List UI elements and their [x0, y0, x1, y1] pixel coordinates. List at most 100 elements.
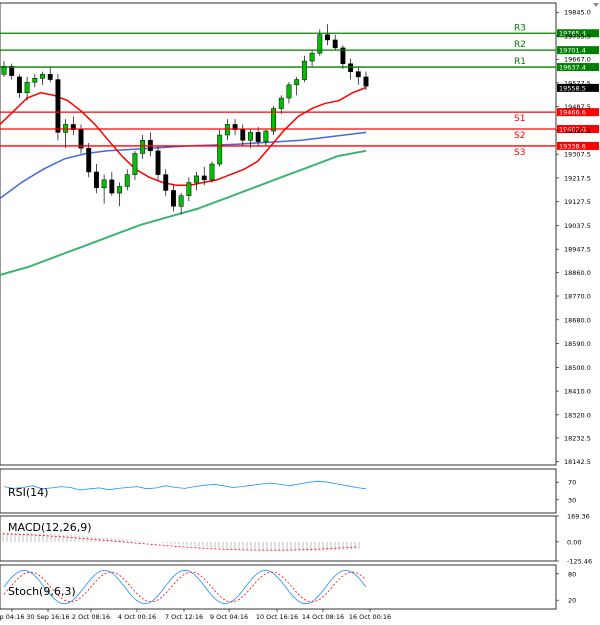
candle-body: [109, 179, 115, 194]
x-tick-label: 4 Oct 00:16: [118, 613, 156, 621]
candle-body: [132, 153, 138, 175]
price-tick-label: 18860.0: [564, 269, 591, 277]
candle-body: [240, 129, 246, 141]
candle-body: [301, 60, 307, 80]
candle-body: [140, 140, 146, 154]
candle-body: [101, 179, 107, 189]
candle-body: [340, 47, 346, 64]
candle-body: [263, 130, 269, 142]
candle-body: [93, 171, 99, 189]
stoch-k-line: [3, 569, 367, 605]
level-value-s1: 19466.6: [559, 109, 586, 117]
candle-body: [9, 66, 15, 76]
level-name-r2: R2: [514, 40, 526, 50]
x-tick-label: 14 Oct 08:16: [302, 613, 344, 621]
candle-body: [217, 134, 223, 165]
level-value-r2: 19701.4: [559, 47, 586, 55]
price-tick-label: 19397.5: [564, 127, 591, 135]
candle-body: [117, 186, 122, 194]
candle-body: [163, 174, 169, 191]
stoch-label: Stoch(9,6,3): [8, 585, 76, 598]
level-value-r3: 19765.4: [559, 30, 586, 38]
candle-body: [186, 182, 192, 196]
level-badge: [557, 29, 599, 38]
macd-tick-label: -125.46: [567, 558, 592, 566]
price-tick-label: 18232.5: [564, 434, 591, 442]
level-badge: [557, 108, 599, 117]
candle-body: [24, 81, 30, 94]
candle-body: [47, 74, 53, 80]
price-tick-label: 19845.0: [564, 9, 591, 17]
level-name-s2: S2: [514, 131, 525, 141]
candle-body: [255, 132, 261, 142]
candle-body: [16, 76, 22, 94]
level-name-r1: R1: [514, 57, 526, 67]
price-tick-label: 19307.5: [564, 151, 591, 159]
macd-label: MACD(12,26,9): [8, 521, 92, 534]
price-tick-label: 19487.5: [564, 103, 591, 111]
price-tick-label: 19667.0: [564, 56, 591, 64]
candle-body: [232, 124, 238, 130]
level-badge: [557, 141, 599, 150]
x-tick-label: 9 Oct 04:16: [210, 613, 248, 621]
stoch-d-line: [3, 571, 367, 603]
price-tick-label: 18770.0: [564, 293, 591, 301]
candle-body: [271, 108, 277, 132]
candle-body: [178, 195, 184, 207]
candle-body: [325, 34, 330, 41]
ma-slow-line: [0, 149, 367, 276]
stoch-tick-label: 20: [568, 597, 576, 605]
candle-body: [278, 97, 284, 109]
candle-body: [170, 190, 176, 207]
x-tick-label: 2 Oct 08:16: [72, 613, 110, 621]
candle-body: [248, 132, 253, 141]
x-tick-label: 10 Oct 16:16: [256, 613, 298, 621]
price-tick-label: 19127.5: [564, 198, 591, 206]
candle-body: [78, 129, 84, 149]
x-tick-label: 16 Oct 00:16: [349, 613, 391, 621]
macd-tick-label: 0.00: [567, 538, 581, 546]
candle-body: [201, 175, 207, 181]
level-name-s3: S3: [514, 148, 525, 158]
candle-body: [124, 174, 130, 187]
candle-body: [55, 79, 61, 133]
price-tick-label: 18142.5: [564, 458, 591, 466]
x-tick-label: 7 Oct 12:16: [165, 613, 203, 621]
rsi-line: [3, 480, 367, 491]
price-panel: [0, 2, 557, 466]
corner-marker-icon: [593, 3, 599, 7]
macd-panel: [0, 515, 557, 562]
x-tick-label: 30 Sep 16:16: [26, 613, 69, 621]
price-tick-label: 19577.5: [564, 79, 591, 87]
price-tick-label: 19755.5: [564, 32, 591, 40]
candle-body: [294, 79, 300, 86]
candle-body: [86, 147, 92, 173]
current-price-label: 19558.5: [559, 84, 586, 92]
x-tick-label: p 04:16: [0, 613, 24, 621]
candle-body: [317, 34, 323, 54]
stoch-tick-label: 80: [568, 570, 576, 578]
candle-body: [194, 175, 200, 183]
price-tick-label: 18500.0: [564, 364, 591, 372]
level-name-r3: R3: [514, 23, 526, 33]
macd-tick-label: 169.36: [567, 513, 590, 521]
price-tick-label: 18410.0: [564, 388, 591, 396]
macd-signal-line: [2, 533, 358, 551]
candle-body: [32, 77, 38, 83]
candle-body: [1, 66, 7, 75]
rsi-tick-label: 30: [568, 496, 576, 504]
rsi-label: RSI(14): [8, 486, 48, 499]
candle-body: [363, 76, 369, 87]
level-badge: [557, 125, 599, 134]
price-tick-label: 18320.0: [564, 411, 591, 419]
level-badge: [557, 63, 599, 72]
candle-body: [70, 124, 76, 130]
level-name-s1: S1: [514, 114, 525, 124]
candle-body: [155, 150, 161, 175]
level-value-s3: 19338.6: [559, 142, 586, 150]
price-tick-label: 19217.5: [564, 174, 591, 182]
candle-body: [332, 39, 338, 49]
current-price-badge: [557, 83, 599, 92]
rsi-panel: [0, 468, 557, 514]
candle-body: [209, 163, 215, 181]
